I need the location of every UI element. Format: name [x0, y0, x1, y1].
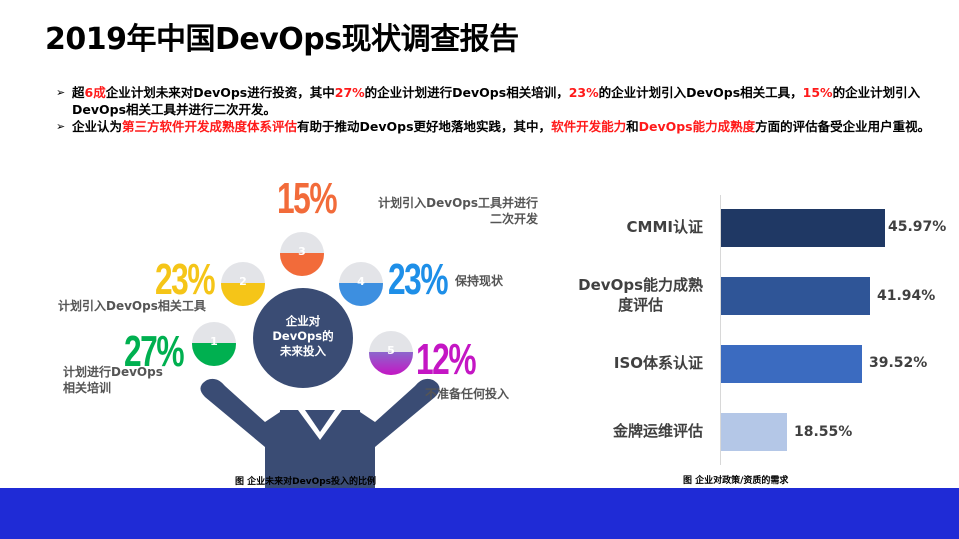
pct-2: 23% — [155, 255, 216, 304]
body-text: 的企业计划引入DevOps相关工具， — [598, 85, 803, 100]
infographic-caption: 图 企业未来对DevOps投入的比例 — [235, 477, 377, 487]
body-text: 有助于推动DevOps更好地落地实践，其中， — [297, 119, 552, 134]
ball-2: 2 — [221, 262, 265, 306]
bar-cmmi — [721, 209, 885, 247]
body-text: 和 — [626, 119, 639, 134]
body-text: 企业认为 — [72, 119, 123, 134]
highlight-text: 6成 — [84, 85, 106, 100]
highlight-text: DevOps能力成熟度 — [638, 119, 756, 134]
bar-devops — [721, 277, 870, 315]
ball-fill — [221, 283, 265, 306]
bullet-text: 企业认为第三方软件开发成熟度体系评估有助于推动DevOps更好地落地实践，其中，… — [72, 118, 930, 135]
chart-axis — [720, 195, 721, 465]
person-figure-icon — [200, 378, 440, 490]
label-1: 计划进行DevOps 相关培训 — [63, 365, 163, 395]
footer-banner — [0, 488, 959, 539]
ball-fill — [339, 283, 383, 306]
bar-gold — [721, 413, 787, 451]
body-text: 的企业计划引入DevOps相关工具并进行二次开发。 — [72, 85, 921, 117]
summary-bullets: ➢ 超6成企业计划未来对DevOps进行投资，其中27%的企业计划进行DevOp… — [56, 84, 936, 135]
bullet-text: 超6成企业计划未来对DevOps进行投资，其中27%的企业计划进行DevOps相… — [72, 84, 936, 118]
label-2: 计划引入DevOps相关工具 — [58, 299, 206, 313]
category-label: 金牌运维评估 — [612, 422, 703, 440]
arrow-bullet-icon: ➢ — [56, 86, 66, 99]
ball-fill — [192, 343, 236, 366]
chart-caption: 图 企业对政策/资质的需求 — [683, 476, 789, 486]
pct-5: 12% — [416, 335, 477, 384]
ball-4: 4 — [339, 262, 383, 306]
body-text: 超 — [72, 85, 85, 100]
value-label: 41.94% — [877, 288, 936, 304]
body-text: 企业计划未来对DevOps进行投资，其中 — [105, 85, 335, 100]
value-label: 39.52% — [869, 355, 928, 371]
highlight-text: 软件开发能力 — [551, 119, 627, 134]
bar-iso — [721, 345, 862, 383]
center-circle: 企业对 DevOps的 未来投入 — [253, 288, 353, 388]
category-label: CMMI认证 — [626, 218, 703, 236]
pct-1: 27% — [124, 327, 185, 376]
body-text: 的企业计划进行DevOps相关培训， — [364, 85, 569, 100]
highlight-text: 23% — [568, 85, 599, 100]
bullet-1: ➢ 超6成企业计划未来对DevOps进行投资，其中27%的企业计划进行DevOp… — [56, 84, 936, 118]
arrow-bullet-icon: ➢ — [56, 120, 66, 133]
ball-fill — [280, 253, 324, 276]
ball-1: 1 — [192, 322, 236, 366]
label-3: 计划引入DevOps工具并进行 二次开发 — [378, 196, 538, 226]
highlight-text: 15% — [802, 85, 833, 100]
highlight-text: 第三方软件开发成熟度体系评估 — [122, 119, 298, 134]
ball-fill — [369, 352, 413, 375]
bullet-2: ➢ 企业认为第三方软件开发成熟度体系评估有助于推动DevOps更好地落地实践，其… — [56, 118, 936, 135]
label-5: 不准备任何投入 — [425, 387, 510, 401]
value-label: 18.55% — [794, 424, 853, 440]
label-4: 保持现状 — [455, 274, 504, 288]
category-label: ISO体系认证 — [613, 354, 703, 372]
category-label: DevOps能力成熟 度评估 — [578, 276, 703, 314]
pct-4: 23% — [388, 255, 449, 304]
value-label: 45.97% — [888, 219, 947, 235]
ball-5: 5 — [369, 331, 413, 375]
body-text: 方面的评估备受企业用户重视。 — [755, 119, 931, 134]
page-title: 2019年中国DevOps现状调查报告 — [45, 22, 519, 57]
pct-3: 15% — [277, 174, 338, 223]
ball-3: 3 — [280, 232, 324, 276]
highlight-text: 27% — [334, 85, 365, 100]
